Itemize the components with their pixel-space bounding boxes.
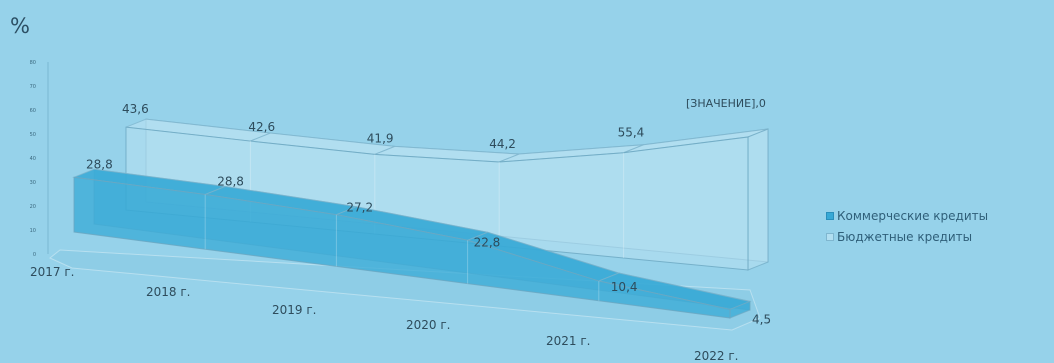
legend-label-commercial: Коммерческие кредиты xyxy=(837,208,989,223)
x-tick-label: 2021 г. xyxy=(546,334,590,348)
y-tick-label: 70 xyxy=(30,84,36,90)
legend-label-budget: Бюджетные кредиты xyxy=(837,229,973,244)
x-tick-label: 2020 г. xyxy=(406,318,450,332)
data-label: 4,5 xyxy=(752,312,771,326)
legend-swatch-commercial xyxy=(826,211,834,220)
y-tick-label: 50 xyxy=(30,132,36,138)
data-label: 55,4 xyxy=(618,126,645,140)
series-1-ribbon xyxy=(125,118,769,271)
y-tick-label: 30 xyxy=(30,180,36,186)
x-tick-label: 2018 г. xyxy=(146,285,190,299)
data-label: 28,8 xyxy=(217,174,244,188)
x-tick-label: 2017 г. xyxy=(30,265,74,279)
y-tick-label: 60 xyxy=(30,108,36,114)
legend-swatch-budget xyxy=(826,232,834,241)
data-label: 28,8 xyxy=(86,157,113,171)
series-0-ribbon xyxy=(72,168,752,319)
y-tick-label: 0 xyxy=(33,252,36,258)
data-label: 22,8 xyxy=(474,235,501,249)
x-tick-label: 2022 г. xyxy=(694,349,738,363)
y-tick-label: 80 xyxy=(30,60,36,66)
y-tick-label: 10 xyxy=(30,228,36,234)
data-label: 42,6 xyxy=(248,120,275,134)
legend-item-budget: Бюджетные кредиты xyxy=(826,226,988,247)
data-label: [ЗНАЧЕНИЕ],0 xyxy=(686,97,766,110)
y-tick-label: 40 xyxy=(30,156,36,162)
floor-plane xyxy=(49,249,761,331)
data-label: 44,2 xyxy=(489,137,516,151)
series-0-front-face xyxy=(73,176,731,319)
data-label: 43,6 xyxy=(122,102,149,116)
unit-label: % xyxy=(10,14,30,38)
legend-item-commercial: Коммерческие кредиты xyxy=(826,205,988,226)
x-tick-label: 2019 г. xyxy=(272,303,316,317)
data-label: 27,2 xyxy=(346,201,373,215)
series-1-end-cap xyxy=(747,128,769,271)
chart-legend: Коммерческие кредиты Бюджетные кредиты xyxy=(826,205,988,247)
data-label: 10,4 xyxy=(611,280,638,294)
data-label: 41,9 xyxy=(367,131,394,145)
y-tick-label: 20 xyxy=(30,204,36,210)
